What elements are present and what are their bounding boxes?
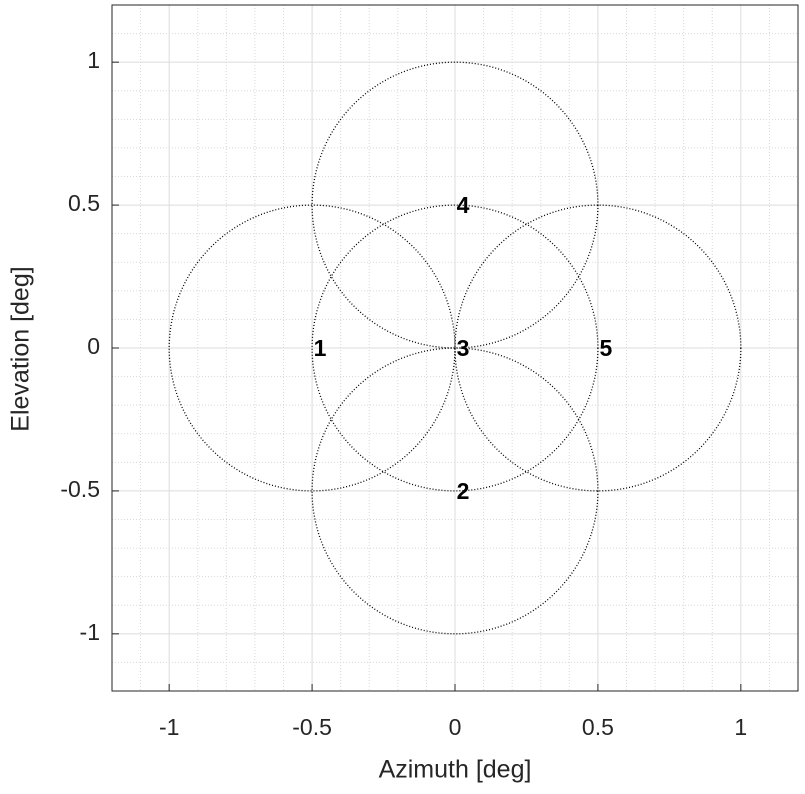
beam-label: 4 [457,192,470,218]
x-tick-label: 1 [734,714,747,740]
x-tick-label: 0 [449,714,462,740]
x-axis-label: Azimuth [deg] [379,756,532,784]
beam-circle [311,347,599,635]
beam-circle [454,204,742,492]
x-tick-label: -1 [159,714,179,740]
y-tick-label: 1 [87,47,100,73]
x-tick-label: -0.5 [292,714,332,740]
beam-circle [311,61,599,349]
beam-label: 1 [314,335,327,361]
y-axis-label: Elevation [deg] [7,266,35,431]
x-tick-label: 0.5 [582,714,614,740]
plot-frame [111,4,799,692]
y-tick-label: 0.5 [68,190,100,216]
y-tick-label: -1 [80,619,100,645]
beam-circle [311,204,599,492]
y-tick-label: 0 [87,333,100,359]
beam-circle [168,204,456,492]
y-tick-label: -0.5 [60,476,100,502]
beam-label: 5 [600,335,613,361]
